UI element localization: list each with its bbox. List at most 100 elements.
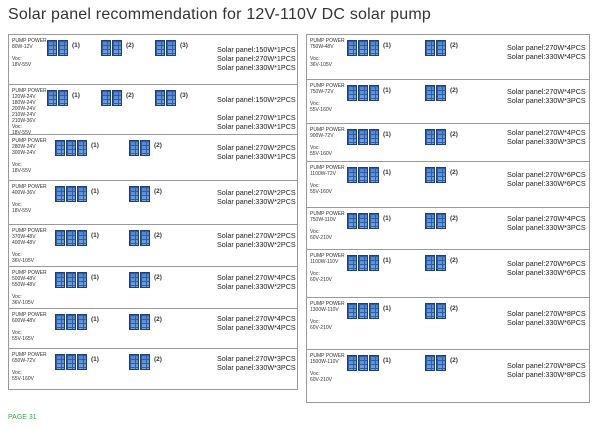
solar-panel-icon — [358, 213, 368, 229]
wiring-option: (2) — [129, 230, 162, 246]
solar-panel-icon — [358, 355, 368, 371]
option-number: (1) — [383, 257, 391, 264]
wiring-option: (2) — [129, 272, 162, 288]
solar-panel-recommendation: Solar panel:270W*4PCS Solar panel:330W*3… — [507, 128, 586, 146]
solar-panel-icon — [66, 314, 76, 330]
solar-panel-icon — [55, 186, 65, 202]
solar-panel-icon — [55, 314, 65, 330]
pump-spec: PUMP POWER 500W-48V 550W-48V Voc: 36V-10… — [12, 270, 47, 306]
solar-panel-icon — [140, 186, 150, 202]
option-number: (2) — [450, 169, 458, 176]
solar-panel-icon — [55, 140, 65, 156]
table-row: PUMP POWER 1500W-110V Voc: 60V-210V (1) (2… — [307, 350, 589, 402]
wiring-option: (1) — [347, 167, 391, 183]
solar-panel-recommendation: Solar panel:150W*2PCS Solar panel:270W*1… — [217, 95, 296, 131]
wiring-option: (1) — [55, 314, 99, 330]
solar-panel-icon — [436, 255, 446, 271]
option-number: (3) — [180, 42, 188, 49]
option-number: (1) — [91, 316, 99, 323]
right-table: PUMP POWER 750W-48V Voc: 36V-105V (1) (2) S… — [306, 34, 590, 403]
solar-panel-icon — [155, 40, 165, 56]
solar-panel-icon — [140, 230, 150, 246]
option-number: (1) — [91, 142, 99, 149]
table-row: PUMP POWER 650W-72V Voc: 55V-160V (1) (2) S… — [9, 349, 297, 389]
wiring-option: (2) — [425, 85, 458, 101]
solar-panel-icon — [66, 140, 76, 156]
solar-panel-icon — [112, 90, 122, 106]
wiring-option: (1) — [47, 90, 80, 106]
table-row: PUMP POWER 1300W-110V Voc: 60V-210V (1) (2… — [307, 298, 589, 350]
solar-panel-icon — [358, 303, 368, 319]
solar-panel-icon — [66, 354, 76, 370]
solar-panel-recommendation: Solar panel:270W*2PCS Solar panel:330W*1… — [217, 143, 296, 161]
wiring-option: (1) — [55, 140, 99, 156]
solar-panel-icon — [129, 230, 139, 246]
table-row: PUMP POWER 120W-24V 180W-24V 200W-24V 21… — [9, 85, 297, 136]
option-number: (1) — [383, 305, 391, 312]
solar-panel-icon — [347, 355, 357, 371]
solar-panel-icon — [425, 85, 435, 101]
page-number: PAGE 31 — [8, 414, 37, 421]
table-row: PUMP POWER 280W-24V 300W-24V Voc: 18V-55… — [9, 135, 297, 181]
wiring-option: (2) — [129, 186, 162, 202]
option-number: (2) — [154, 188, 162, 195]
solar-panel-icon — [140, 314, 150, 330]
pump-spec: PUMP POWER 650W-72V Voc: 55V-160V — [12, 352, 47, 382]
solar-panel-icon — [369, 303, 379, 319]
solar-panel-icon — [77, 230, 87, 246]
wiring-option: (3) — [155, 40, 188, 56]
solar-panel-recommendation: Solar panel:270W*8PCS Solar panel:330W*8… — [507, 361, 586, 379]
solar-panel-icon — [369, 40, 379, 56]
solar-panel-icon — [347, 255, 357, 271]
table-row: PUMP POWER 900W-72V Voc: 55V-160V (1) (2) S… — [307, 124, 589, 162]
solar-panel-icon — [47, 40, 57, 56]
option-number: (2) — [450, 357, 458, 364]
option-number: (2) — [450, 257, 458, 264]
solar-panel-icon — [77, 272, 87, 288]
solar-panel-icon — [77, 354, 87, 370]
pump-spec: PUMP POWER 370W-48V 400W-48V Voc: 36V-10… — [12, 228, 47, 264]
table-row: PUMP POWER 750W-72V Voc: 55V-160V (1) (2) S… — [307, 80, 589, 124]
solar-panel-icon — [129, 314, 139, 330]
solar-panel-icon — [58, 40, 68, 56]
wiring-option: (1) — [347, 355, 391, 371]
solar-panel-icon — [425, 355, 435, 371]
wiring-option: (2) — [425, 129, 458, 145]
solar-panel-recommendation: Solar panel:270W*3PCS Solar panel:330W*3… — [217, 354, 296, 372]
option-number: (1) — [383, 169, 391, 176]
option-number: (2) — [450, 87, 458, 94]
pump-spec: PUMP POWER 900W-72V Voc: 55V-160V — [310, 127, 345, 157]
solar-panel-icon — [425, 129, 435, 145]
table-row: PUMP POWER 600W-48V Voc: 55V-165V (1) (2) S… — [9, 309, 297, 349]
option-number: (1) — [383, 215, 391, 222]
solar-panel-icon — [425, 40, 435, 56]
pump-spec: PUMP POWER 1100W-72V Voc: 55V-160V — [310, 165, 345, 195]
solar-panel-icon — [436, 355, 446, 371]
solar-panel-icon — [358, 129, 368, 145]
solar-panel-icon — [166, 90, 176, 106]
wiring-option: (2) — [425, 303, 458, 319]
solar-panel-icon — [425, 255, 435, 271]
solar-panel-icon — [129, 272, 139, 288]
pump-spec: PUMP POWER 1100W-110V Voc: 60V-210V — [310, 253, 345, 283]
solar-panel-recommendation: Solar panel:270W*4PCS Solar panel:330W*4… — [217, 314, 296, 332]
solar-panel-recommendation: Solar panel:270W*4PCS Solar panel:330W*3… — [507, 87, 586, 105]
solar-panel-recommendation: Solar panel:270W*2PCS Solar panel:330W*2… — [217, 231, 296, 249]
solar-panel-icon — [358, 255, 368, 271]
solar-panel-icon — [129, 354, 139, 370]
option-number: (1) — [72, 92, 80, 99]
solar-panel-icon — [347, 85, 357, 101]
solar-panel-icon — [436, 85, 446, 101]
solar-panel-icon — [155, 90, 165, 106]
option-number: (2) — [154, 142, 162, 149]
solar-panel-icon — [129, 186, 139, 202]
solar-panel-icon — [436, 129, 446, 145]
wiring-option: (2) — [425, 40, 458, 56]
table-row: PUMP POWER 750W-110V Voc: 60V-210V (1) (2)… — [307, 208, 589, 250]
option-number: (2) — [154, 356, 162, 363]
option-number: (1) — [91, 232, 99, 239]
pump-spec: PUMP POWER 120W-24V 180W-24V 200W-24V 21… — [12, 88, 47, 136]
solar-panel-icon — [347, 40, 357, 56]
wiring-option: (2) — [129, 314, 162, 330]
wiring-option: (1) — [347, 40, 391, 56]
